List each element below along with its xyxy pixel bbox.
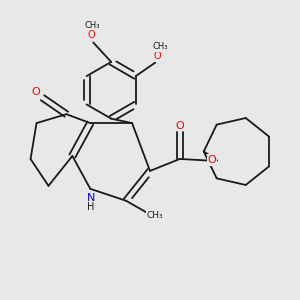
Text: CH₃: CH₃	[147, 211, 164, 220]
Text: CH₃: CH₃	[153, 42, 168, 51]
Text: O: O	[153, 51, 161, 61]
Text: O: O	[88, 30, 96, 40]
Text: O: O	[176, 121, 184, 130]
Text: O: O	[208, 155, 217, 165]
Text: O: O	[32, 87, 40, 98]
Text: N: N	[87, 194, 95, 203]
Text: H: H	[87, 202, 94, 212]
Text: CH₃: CH₃	[84, 21, 100, 30]
